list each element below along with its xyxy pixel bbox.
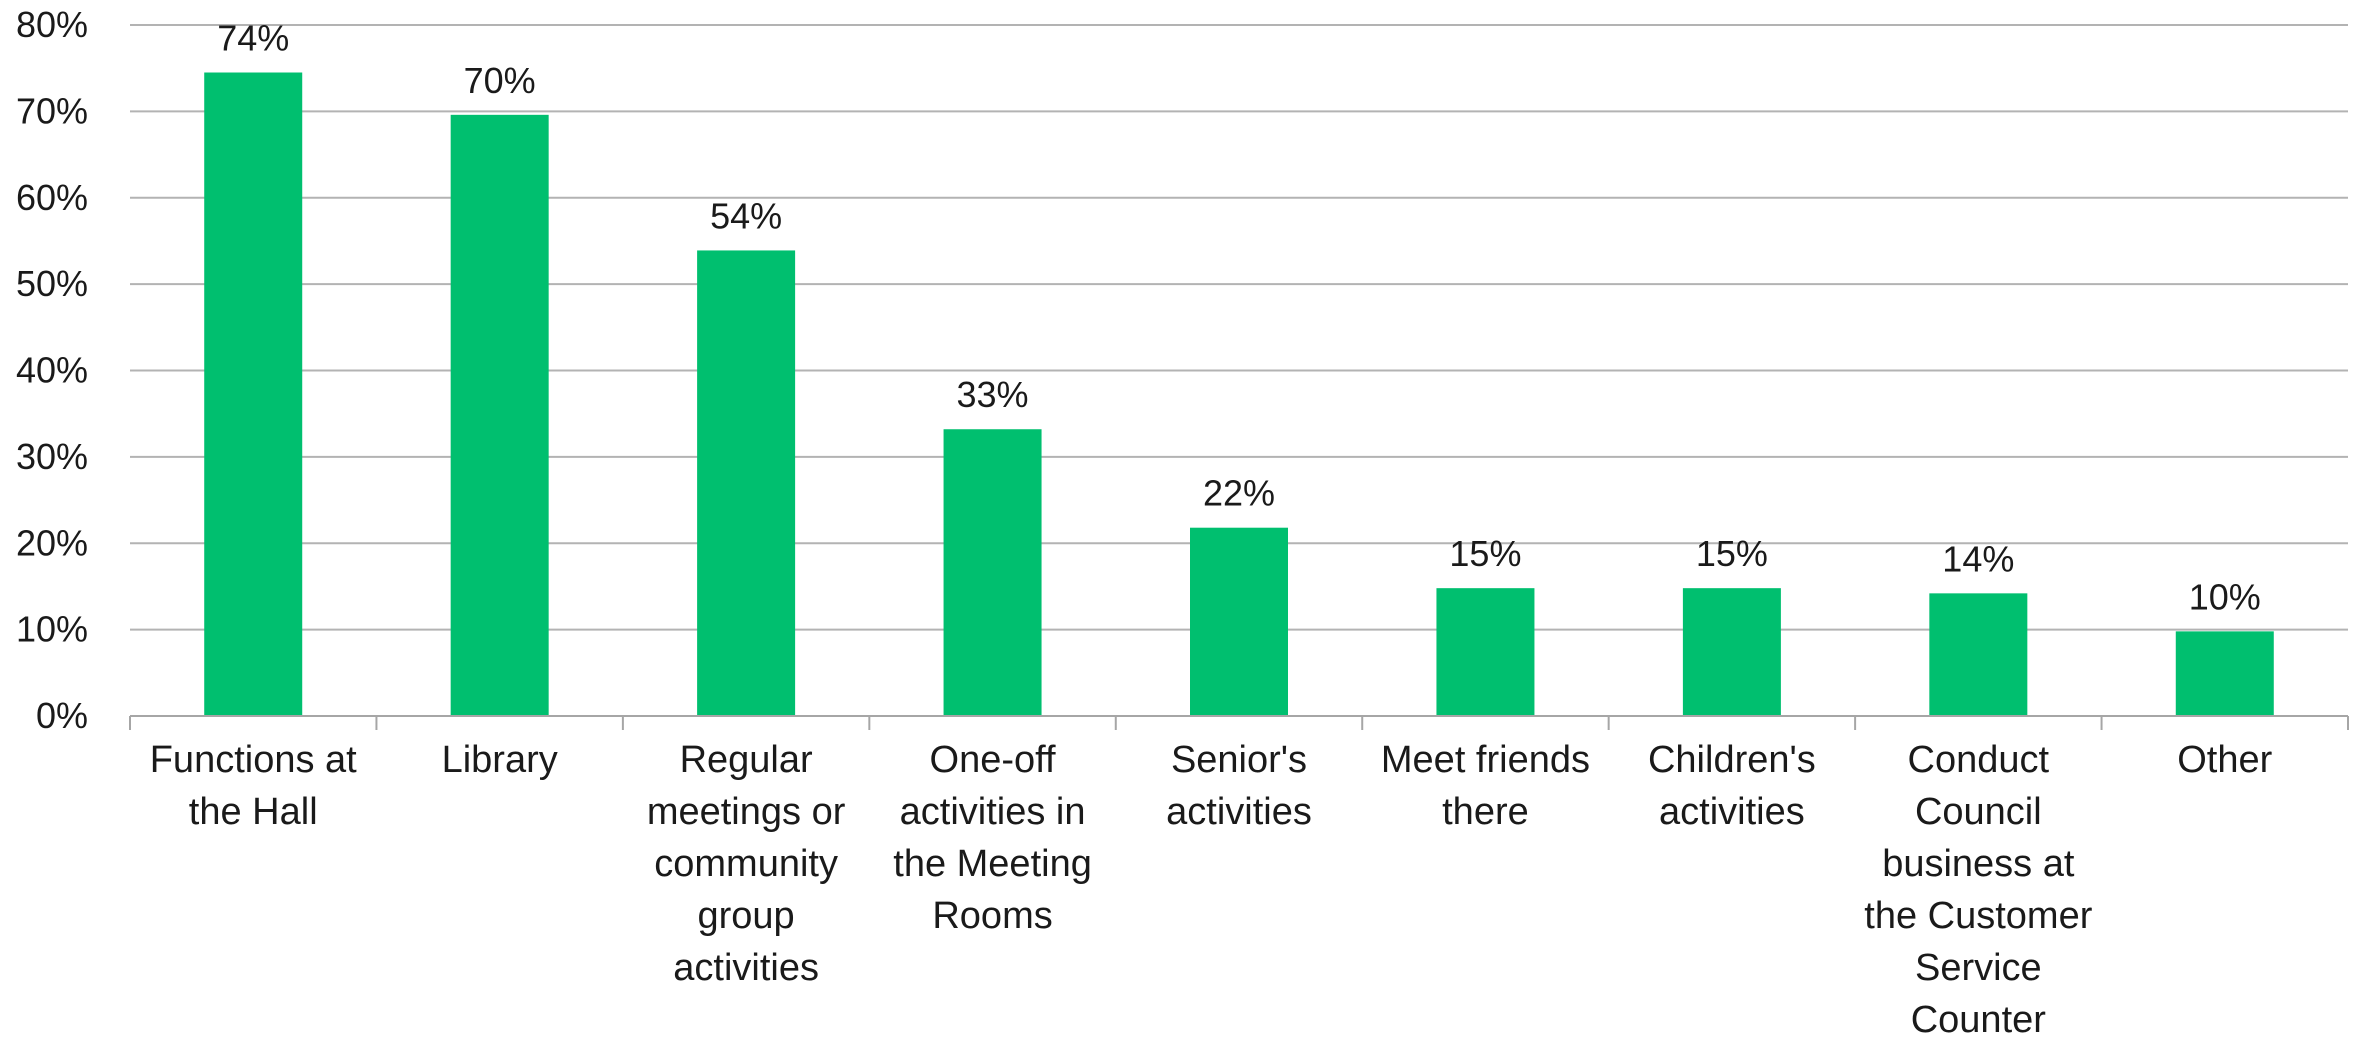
data-labels: 74% 70% 54% 33% 22% 15% 15% 14% 10% — [217, 18, 2261, 618]
data-label: 33% — [957, 374, 1029, 415]
data-label: 14% — [1942, 538, 2014, 579]
category-label-line: business at — [1882, 843, 2075, 885]
y-tick-label: 60% — [16, 177, 88, 218]
category-label: One-off activities in the Meeting Rooms — [893, 739, 1092, 937]
data-label: 70% — [464, 60, 536, 101]
category-label: Senior's activities — [1166, 739, 1312, 833]
bar — [697, 250, 796, 716]
data-label: 10% — [2189, 576, 2261, 617]
category-label: Meet friends there — [1381, 739, 1590, 833]
category-label-line: Senior's — [1171, 739, 1307, 781]
bar — [450, 114, 549, 716]
category-label-line: the Customer — [1864, 895, 2092, 937]
category-label-line: the Hall — [189, 791, 318, 833]
category-label-line: Conduct — [1908, 739, 2050, 781]
category-label-line: Rooms — [932, 895, 1052, 937]
category-label: Other — [2177, 739, 2272, 781]
category-label-line: One-off — [930, 739, 1056, 781]
category-label-line: Counter — [1911, 999, 2047, 1041]
category-labels: Functions at the Hall Library Regular meetin… — [150, 739, 2273, 1041]
bar — [1682, 588, 1781, 716]
category-label-line: Regular — [680, 739, 813, 781]
x-axis — [129, 715, 2349, 730]
category-label-line: Other — [2177, 739, 2272, 781]
category-label: Conduct Council business at the Customer Ser… — [1864, 739, 2092, 1041]
y-tick-label: 0% — [36, 695, 88, 736]
data-label: 54% — [710, 195, 782, 236]
bars — [204, 72, 2274, 717]
y-tick-label: 50% — [16, 263, 88, 304]
category-label-line: activities — [1659, 791, 1805, 833]
bar — [2175, 631, 2274, 716]
y-tick-label: 30% — [16, 436, 88, 477]
data-label: 15% — [1449, 533, 1521, 574]
bar — [204, 72, 303, 717]
bar — [1190, 527, 1288, 716]
category-label: Regular meetings or community group activiti… — [647, 739, 846, 989]
category-label-line: activities — [673, 947, 819, 989]
category-label: Children's activities — [1648, 739, 1816, 833]
category-label-line: Council — [1915, 791, 2042, 833]
category-label-line: Service — [1915, 947, 2042, 989]
category-label-line: Meet friends — [1381, 739, 1590, 781]
y-tick-label: 40% — [16, 350, 88, 391]
category-label-line: Library — [442, 739, 558, 781]
category-label: Library — [442, 739, 558, 781]
data-label: 74% — [217, 18, 289, 59]
data-label: 22% — [1203, 473, 1275, 514]
category-label-line: activities — [1166, 791, 1312, 833]
category-label-line: group — [698, 895, 795, 937]
category-label-line: the Meeting — [893, 843, 1092, 885]
y-tick-label: 80% — [16, 4, 88, 45]
category-label-line: Children's — [1648, 739, 1816, 781]
category-label-line: Functions at — [150, 739, 357, 781]
bar — [1436, 588, 1535, 716]
y-tick-label: 10% — [16, 609, 88, 650]
y-axis-tick-labels: 0% 10% 20% 30% 40% 50% 60% 70% 80% — [16, 4, 88, 736]
y-tick-label: 20% — [16, 522, 88, 563]
bar — [1929, 593, 2028, 716]
bar — [943, 429, 1042, 716]
category-label-line: there — [1442, 791, 1529, 833]
y-tick-label: 70% — [16, 90, 88, 131]
category-label: Functions at the Hall — [150, 739, 357, 833]
category-label-line: activities in — [900, 791, 1086, 833]
category-label-line: meetings or — [647, 791, 846, 833]
category-label-line: community — [654, 843, 838, 885]
data-label: 15% — [1696, 533, 1768, 574]
